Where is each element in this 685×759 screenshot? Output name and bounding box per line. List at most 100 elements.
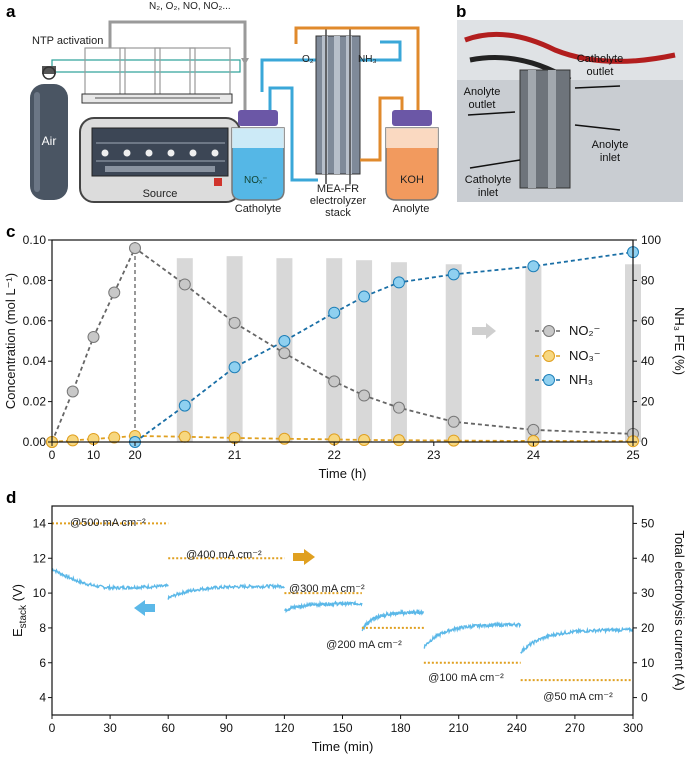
series-line: [51, 246, 634, 443]
photo-arrow-icon: [469, 159, 521, 169]
x-axis-label: Time (h): [319, 466, 367, 481]
y-axis-label-main: E: [10, 628, 25, 637]
photo-anolyte-inlet-1: Anolyte: [592, 139, 629, 151]
data-point: [278, 432, 291, 445]
nh3-label: NH₃: [358, 54, 377, 65]
panel-label-c: c: [6, 222, 15, 241]
data-point: [328, 375, 341, 388]
right-axis-arrow-icon: [293, 549, 315, 565]
legend-label: NO₃⁻: [569, 348, 601, 363]
voltage-trace: [423, 621, 522, 649]
power-source: Source: [79, 117, 241, 203]
fe-bar: [176, 258, 193, 442]
data-point: [358, 433, 371, 446]
x-tick-label: 21: [228, 448, 242, 462]
current-step-label: @500 mA cm⁻²: [70, 517, 146, 529]
x-tick-label: 20: [128, 448, 142, 462]
photo-anolyte-inlet-2: inlet: [600, 152, 620, 164]
x-tick-label: 210: [449, 721, 469, 735]
photo-panel-b: Catholyte outlet Anolyte outlet Anolyte …: [457, 20, 683, 202]
x-tick-label: 10: [87, 448, 101, 462]
air-label: Air: [42, 134, 57, 148]
y-tick-label: 8: [39, 621, 46, 635]
x-tick-label: 0: [49, 721, 56, 735]
y-tick-label: 0.06: [23, 314, 47, 328]
gas-label: N₂, O₂, NO, NO₂...: [149, 1, 231, 12]
left-axis-arrow-icon: [134, 600, 155, 616]
y2-tick-label: 0: [641, 435, 648, 449]
x-axis-label: Time (min): [312, 739, 374, 754]
legend-label: NO₂⁻: [569, 323, 600, 338]
x-tick-label: 30: [103, 721, 117, 735]
ntp-reactor-row: [81, 47, 233, 104]
electrolyzer-stack: O₂ NH₃ MEA-FR electrolyzer stack: [302, 28, 377, 219]
data-point: [66, 434, 79, 447]
y-tick-label: 0.00: [23, 435, 47, 449]
panel-label-b: b: [456, 2, 466, 21]
nox-label: NOₓ⁻: [244, 175, 268, 186]
stack-label-2: electrolyzer: [310, 195, 367, 207]
x-tick-label: 240: [507, 721, 527, 735]
y2-tick-label: 20: [641, 621, 655, 635]
chart-d: @500 mA cm⁻² @400 mA cm⁻² @300 mA cm⁻² @200…: [10, 505, 685, 754]
data-point: [328, 306, 341, 319]
data-point: [392, 401, 405, 414]
photo-anolyte-outlet-2: outlet: [469, 99, 496, 111]
anolyte-bottle: KOH Anolyte: [294, 26, 439, 215]
gas-line: [108, 20, 247, 112]
legend-label: NH₃: [569, 372, 593, 387]
y2-tick-label: 80: [641, 273, 655, 287]
photo-arrow-icon: [574, 85, 621, 89]
data-point: [108, 431, 121, 444]
source-label: Source: [143, 188, 178, 200]
data-point: [66, 385, 79, 398]
voltage-trace: [520, 626, 634, 654]
voltage-trace: [283, 600, 363, 614]
y-axis-label: Estack (V): [10, 584, 29, 637]
ntp-label: NTP activation: [32, 35, 103, 47]
catholyte-label: Catholyte: [235, 203, 281, 215]
panel-label-a: a: [6, 2, 16, 21]
catholyte-bottle: NOₓ⁻ Catholyte: [231, 40, 402, 215]
data-point: [527, 423, 540, 436]
y-axis-label-sub: stack: [18, 604, 29, 628]
y-axis-label-unit: (V): [10, 584, 25, 605]
data-point: [87, 330, 100, 343]
y-tick-label: 14: [33, 516, 47, 530]
stack-label-3: stack: [325, 207, 351, 219]
data-point: [278, 347, 291, 360]
y2-tick-label: 100: [641, 233, 661, 247]
legend-marker: [543, 374, 555, 386]
y2-tick-label: 50: [641, 516, 655, 530]
fe-bar: [390, 262, 407, 442]
y-tick-label: 0.02: [23, 395, 47, 409]
y-tick-label: 4: [39, 691, 46, 705]
o2-label: O₂: [302, 54, 314, 65]
schematic-panel-a: N₂, O₂, NO, NO₂... NTP activation Air: [30, 1, 439, 219]
data-point: [108, 286, 121, 299]
y-tick-label: 0.10: [23, 233, 47, 247]
current-step-label: @400 mA cm⁻²: [186, 549, 262, 561]
series-line: [134, 251, 634, 443]
y-tick-label: 6: [39, 656, 46, 670]
anolyte-label: Anolyte: [393, 203, 430, 215]
voltage-trace: [167, 583, 285, 600]
photo-arrow-icon: [574, 124, 621, 131]
x-tick-label: 270: [565, 721, 585, 735]
fe-bar: [525, 266, 542, 442]
y2-tick-label: 20: [641, 395, 655, 409]
x-tick-label: 150: [332, 721, 352, 735]
data-point: [228, 361, 241, 374]
air-cylinder: Air: [30, 66, 68, 200]
data-point: [447, 434, 460, 447]
data-point: [358, 389, 371, 402]
y2-tick-label: 30: [641, 586, 655, 600]
x-tick-label: 60: [162, 721, 176, 735]
y-tick-label: 0.08: [23, 273, 47, 287]
data-point: [278, 335, 291, 347]
y-tick-label: 0.04: [23, 354, 47, 368]
x-tick-label: 120: [274, 721, 294, 735]
x-tick-label: 180: [391, 721, 411, 735]
y-tick-label: 12: [33, 551, 47, 565]
voltage-trace: [361, 608, 425, 632]
